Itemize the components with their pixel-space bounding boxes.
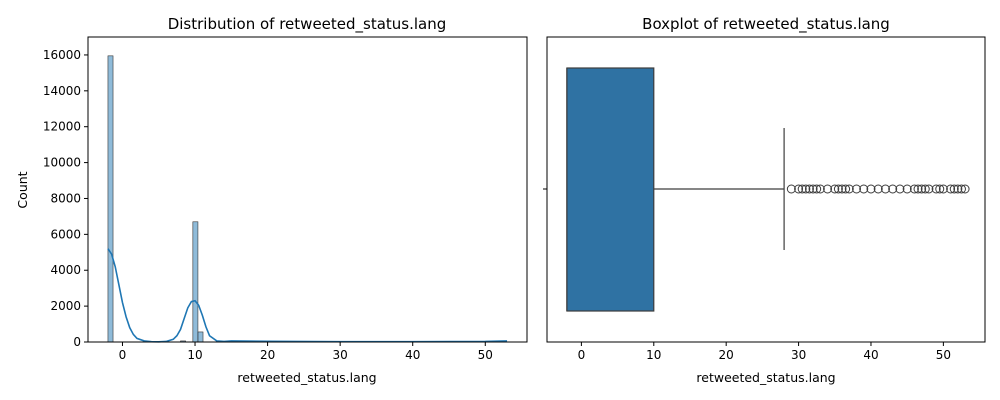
boxplot-axes-frame — [546, 36, 986, 343]
kde-curve — [107, 248, 508, 343]
x-tick-label: 20 — [260, 348, 275, 362]
outlier-point — [837, 184, 847, 194]
outlier-point — [888, 184, 898, 194]
outlier-point — [880, 184, 890, 194]
outlier-point — [938, 184, 948, 194]
outlier-point — [902, 184, 912, 194]
outlier-point — [794, 184, 804, 194]
x-tick-label: 10 — [187, 348, 202, 362]
y-tick-label: 10000 — [43, 156, 81, 170]
y-tick-label: 16000 — [43, 48, 81, 62]
boxplot-title: Boxplot of retweeted_status.lang — [642, 15, 890, 34]
y-tick-label: 2000 — [50, 299, 81, 313]
outlier-point — [844, 184, 854, 194]
x-tick-label: 20 — [719, 348, 734, 362]
outlier-point — [797, 184, 807, 194]
histogram-panel: Distribution of retweeted_status.lang 0 1… — [15, 15, 528, 385]
outlier-point — [873, 184, 883, 194]
boxplot-x-ticks: 0 10 20 30 40 50 — [578, 342, 951, 362]
box — [566, 67, 655, 312]
outlier-point — [920, 184, 930, 194]
boxplot-elements — [566, 67, 970, 312]
y-tick-label: 8000 — [50, 191, 81, 205]
histogram-y-ticks: 0 2000 4000 6000 8000 10000 12000 14000 16000 — [43, 48, 88, 349]
outlier-point — [859, 184, 869, 194]
histogram-x-label: retweeted_status.lang — [237, 370, 376, 385]
outlier-point — [841, 184, 851, 194]
x-tick-label: 30 — [333, 348, 348, 362]
y-tick-label: 0 — [73, 335, 81, 349]
outlier-point — [924, 184, 934, 194]
histogram-axes-frame — [87, 36, 528, 343]
histogram-title: Distribution of retweeted_status.lang — [168, 15, 447, 34]
boxplot-panel: Boxplot of retweeted_status.lang 0 10 20 30… — [543, 15, 986, 385]
outlier-point — [917, 184, 927, 194]
histogram-bar — [197, 331, 204, 343]
boxplot-x-label: retweeted_status.lang — [696, 370, 835, 385]
y-tick-label: 14000 — [43, 84, 81, 98]
outlier-point — [786, 184, 796, 194]
histogram-bar — [192, 221, 199, 343]
outlier-point — [931, 184, 941, 194]
outlier-point — [823, 184, 833, 194]
histogram-y-label: Count — [15, 171, 30, 208]
outlier-point — [833, 184, 843, 194]
y-tick-label: 12000 — [43, 120, 81, 134]
x-tick-label: 50 — [478, 348, 493, 362]
outlier-point — [801, 184, 811, 194]
x-tick-label: 0 — [578, 348, 586, 362]
y-tick-label: 4000 — [50, 263, 81, 277]
x-tick-label: 30 — [791, 348, 806, 362]
outlier-point — [909, 184, 919, 194]
outlier-point — [866, 184, 876, 194]
outlier-point — [949, 184, 959, 194]
x-tick-label: 10 — [646, 348, 661, 362]
outlier-point — [956, 184, 966, 194]
outlier-point — [815, 184, 825, 194]
outlier-point — [830, 184, 840, 194]
x-tick-label: 40 — [405, 348, 420, 362]
y-tick-label: 6000 — [50, 227, 81, 241]
outlier-point — [953, 184, 963, 194]
outlier-point — [804, 184, 814, 194]
x-tick-label: 0 — [119, 348, 127, 362]
outlier-point — [808, 184, 818, 194]
outlier-point — [851, 184, 861, 194]
outlier-point — [812, 184, 822, 194]
histogram-bar — [107, 55, 114, 343]
outlier-point — [946, 184, 956, 194]
histogram-x-ticks: 0 10 20 30 40 50 — [119, 342, 493, 362]
outlier-point — [895, 184, 905, 194]
outlier-point — [935, 184, 945, 194]
x-tick-label: 40 — [863, 348, 878, 362]
x-tick-label: 50 — [936, 348, 951, 362]
outlier-point — [960, 184, 970, 194]
outlier-point — [913, 184, 923, 194]
